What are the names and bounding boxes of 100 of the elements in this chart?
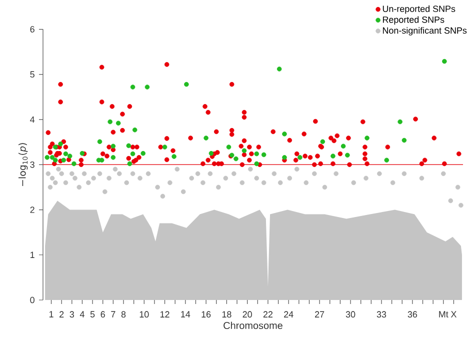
point bbox=[130, 151, 136, 156]
point bbox=[377, 171, 382, 176]
point bbox=[340, 144, 346, 149]
point bbox=[200, 180, 206, 186]
point bbox=[458, 202, 464, 208]
point bbox=[172, 154, 176, 159]
y-tick-label: 5 bbox=[30, 71, 34, 78]
point bbox=[282, 132, 287, 136]
point bbox=[234, 156, 238, 162]
point bbox=[261, 180, 266, 186]
point bbox=[345, 152, 350, 158]
point bbox=[50, 155, 55, 160]
point bbox=[226, 144, 232, 150]
point bbox=[112, 166, 118, 172]
point bbox=[82, 171, 87, 176]
point bbox=[58, 142, 63, 146]
point bbox=[402, 138, 407, 143]
x-tick-label: 24 bbox=[284, 311, 294, 318]
point bbox=[63, 151, 68, 156]
y-tick-label: 4 bbox=[30, 116, 35, 123]
x-tick-label: 33 bbox=[376, 311, 386, 318]
y-axis-title: −log$_{10}$(p) bbox=[18, 143, 28, 186]
point bbox=[204, 136, 208, 140]
point bbox=[110, 144, 116, 149]
x-tick-label: 7 bbox=[111, 311, 116, 318]
x-tick-label: 14 bbox=[181, 311, 190, 318]
point bbox=[276, 66, 282, 72]
x-tick-label: Mt bbox=[439, 311, 448, 318]
point bbox=[184, 82, 189, 87]
point bbox=[70, 171, 74, 176]
point bbox=[160, 194, 166, 199]
y-tick-label: 2 bbox=[30, 206, 34, 213]
point bbox=[254, 151, 260, 156]
point bbox=[351, 180, 356, 186]
point bbox=[127, 161, 132, 166]
x-tick-label: 27 bbox=[315, 311, 324, 318]
point bbox=[46, 171, 51, 176]
y-tick-label: 0 bbox=[30, 296, 34, 304]
x-tick-label: 36 bbox=[408, 311, 418, 318]
point bbox=[52, 180, 58, 186]
y-tick-label: 3 bbox=[30, 161, 34, 168]
point bbox=[240, 180, 245, 186]
point bbox=[48, 184, 53, 190]
x-tick-label: X bbox=[450, 311, 457, 318]
point bbox=[216, 184, 221, 190]
point bbox=[106, 176, 112, 181]
point bbox=[130, 84, 136, 90]
x-tick-label: 10 bbox=[140, 311, 149, 318]
x-tick-label: 18 bbox=[222, 311, 232, 318]
x-tick-label: 30 bbox=[346, 311, 356, 318]
point bbox=[44, 155, 50, 160]
point bbox=[330, 154, 336, 158]
point bbox=[67, 154, 72, 158]
point bbox=[242, 148, 247, 154]
point bbox=[86, 180, 91, 186]
point bbox=[390, 180, 396, 186]
point bbox=[97, 171, 102, 176]
point bbox=[320, 139, 326, 144]
point bbox=[180, 189, 186, 194]
point bbox=[116, 171, 122, 176]
point bbox=[162, 144, 168, 150]
point bbox=[168, 180, 172, 186]
point bbox=[364, 136, 370, 140]
point bbox=[384, 158, 390, 163]
point bbox=[59, 171, 64, 176]
point bbox=[398, 119, 402, 124]
point bbox=[138, 176, 142, 181]
point bbox=[124, 180, 129, 186]
point bbox=[126, 143, 132, 148]
point bbox=[72, 176, 78, 181]
point bbox=[208, 150, 214, 156]
point bbox=[322, 184, 328, 190]
point bbox=[455, 184, 460, 190]
point bbox=[50, 176, 55, 181]
x-tick-label: 3 bbox=[70, 311, 74, 318]
point bbox=[278, 180, 283, 186]
point bbox=[402, 171, 407, 176]
y-tick-label: 1 bbox=[30, 252, 34, 258]
point bbox=[130, 171, 136, 176]
point bbox=[155, 184, 160, 190]
point bbox=[254, 161, 260, 166]
point bbox=[272, 171, 277, 176]
point bbox=[304, 180, 309, 186]
legend-label: Non-significant SNPs bbox=[382, 27, 467, 36]
point bbox=[91, 176, 96, 181]
point bbox=[144, 84, 150, 90]
point bbox=[56, 166, 61, 172]
point bbox=[208, 171, 213, 176]
point bbox=[52, 158, 58, 163]
point bbox=[76, 184, 82, 190]
x-tick-label: 22 bbox=[263, 311, 272, 318]
point bbox=[442, 58, 447, 64]
point bbox=[232, 171, 236, 176]
x-tick-label: 20 bbox=[242, 311, 252, 318]
point bbox=[102, 189, 108, 194]
x-tick-label: 2 bbox=[60, 311, 64, 318]
point bbox=[72, 161, 76, 166]
y-tick-label: 6 bbox=[30, 26, 34, 32]
point bbox=[294, 166, 300, 172]
point bbox=[108, 119, 112, 124]
